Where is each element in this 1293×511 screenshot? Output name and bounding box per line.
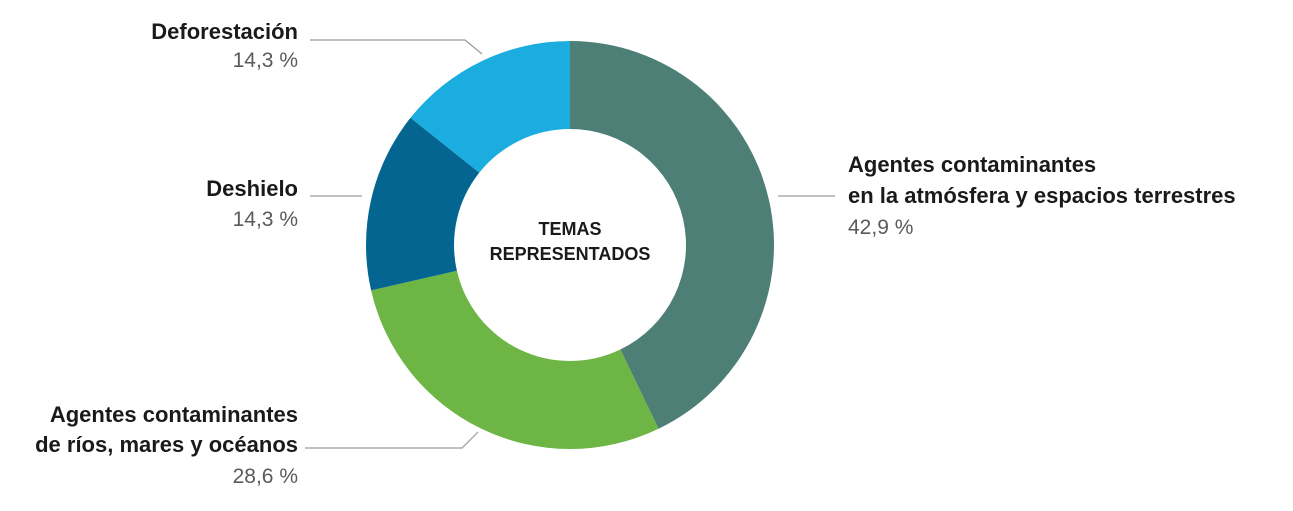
slice-rios (371, 270, 659, 449)
slice-value-deshielo: 14,3 % (233, 208, 298, 231)
slice-value-deforestacion: 14,3 % (233, 49, 298, 72)
slice-label-deshielo-line-1: Deshielo (206, 176, 298, 201)
slice-deshielo (366, 117, 480, 291)
slice-label-deshielo: Deshielo 14,3 % (206, 176, 362, 231)
slice-label-atmosfera: Agentes contaminantes en la atmósfera y … (778, 152, 1236, 239)
center-label: TEMAS REPRESENTADOS (490, 219, 651, 264)
leader-line-rios (305, 431, 479, 449)
slice-atmosfera (570, 41, 774, 429)
slice-value-rios: 28,6 % (233, 465, 298, 488)
slice-label-rios: Agentes contaminantes de ríos, mares y o… (35, 402, 479, 488)
slice-label-atmosfera-line-2: en la atmósfera y espacios terrestres (848, 183, 1236, 208)
slice-label-atmosfera-line-1: Agentes contaminantes (848, 152, 1096, 177)
slice-value-atmosfera: 42,9 % (848, 216, 913, 239)
center-label-line-1: TEMAS (539, 219, 602, 239)
slice-label-rios-line-2: de ríos, mares y océanos (35, 432, 298, 457)
center-label-line-2: REPRESENTADOS (490, 244, 651, 264)
slice-label-deforestacion: Deforestación 14,3 % (151, 19, 483, 72)
leader-line-deforestacion (310, 39, 483, 55)
slice-label-rios-line-1: Agentes contaminantes (50, 402, 298, 427)
slice-label-deforestacion-line-1: Deforestación (151, 19, 298, 44)
slices-layer (366, 41, 774, 449)
slice-deforestacion (410, 41, 570, 173)
